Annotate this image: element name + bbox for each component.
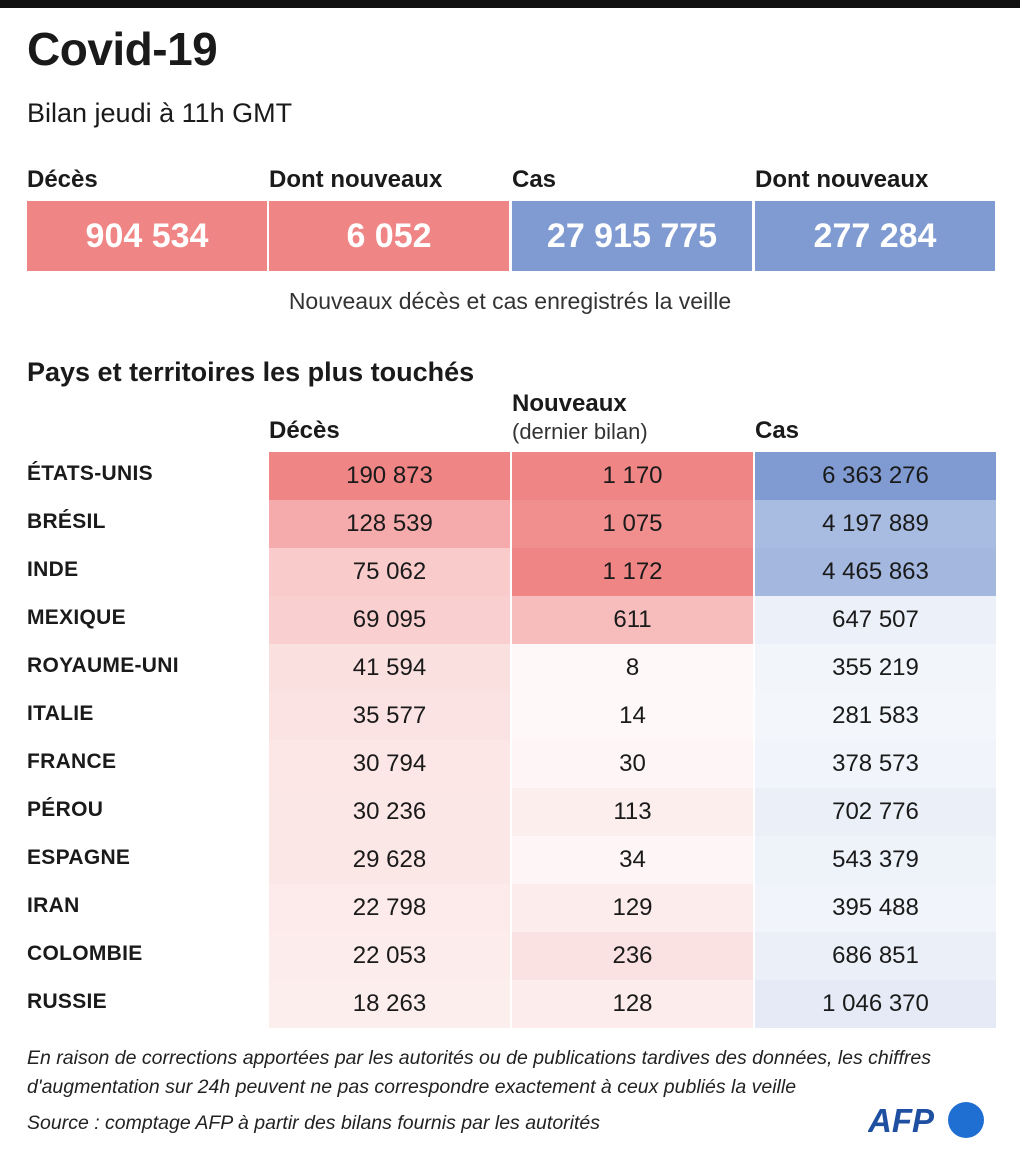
cell-cases: 1 046 370 [755, 980, 996, 1028]
cell-new: 236 [512, 932, 753, 980]
row-country: MEXIQUE [27, 606, 126, 629]
cell-new: 34 [512, 836, 753, 884]
afp-logo-text: AFP [868, 1102, 935, 1139]
cell-new: 1 075 [512, 500, 753, 548]
cell-new: 30 [512, 740, 753, 788]
cell-cases: 647 507 [755, 596, 996, 644]
cell-new: 1 172 [512, 548, 753, 596]
cell-deaths: 35 577 [269, 692, 510, 740]
row-country: BRÉSIL [27, 510, 106, 533]
row-country: COLOMBIE [27, 942, 143, 965]
top-rule [0, 0, 1020, 8]
row-country: PÉROU [27, 798, 104, 821]
cell-deaths: 128 539 [269, 500, 510, 548]
cell-cases: 355 219 [755, 644, 996, 692]
cell-cases: 702 776 [755, 788, 996, 836]
col-header-new-sub: (dernier bilan) [512, 419, 648, 444]
section-title: Pays et territoires les plus touchés [27, 357, 475, 387]
cell-cases: 378 573 [755, 740, 996, 788]
cell-deaths: 69 095 [269, 596, 510, 644]
total-deaths-label: Décès [27, 166, 98, 193]
row-country: ESPAGNE [27, 846, 131, 869]
cell-cases: 395 488 [755, 884, 996, 932]
cell-new: 8 [512, 644, 753, 692]
total-new-deaths-label: Dont nouveaux [269, 166, 443, 193]
cell-new: 128 [512, 980, 753, 1028]
cell-deaths: 22 053 [269, 932, 510, 980]
row-country: IRAN [27, 894, 80, 917]
cell-deaths: 75 062 [269, 548, 510, 596]
chart-title: Covid-19 [27, 23, 218, 75]
row-country: ÉTATS-UNIS [27, 462, 153, 485]
footnote: En raison de corrections apportées par l… [27, 1047, 932, 1098]
cell-deaths: 22 798 [269, 884, 510, 932]
total-cases-value: 27 915 775 [512, 201, 752, 271]
total-new-cases-label: Dont nouveaux [755, 166, 929, 193]
cell-deaths: 30 794 [269, 740, 510, 788]
col-header-new: Nouveaux [512, 390, 627, 417]
cell-new: 129 [512, 884, 753, 932]
row-country: INDE [27, 558, 79, 581]
cell-deaths: 41 594 [269, 644, 510, 692]
cell-cases: 6 363 276 [755, 452, 996, 500]
afp-logo: AFP [868, 1102, 984, 1139]
cell-new: 1 170 [512, 452, 753, 500]
cell-deaths: 190 873 [269, 452, 510, 500]
totals-note: Nouveaux décès et cas enregistrés la vei… [288, 288, 732, 314]
cell-deaths: 18 263 [269, 980, 510, 1028]
row-country: RUSSIE [27, 990, 107, 1013]
cell-new: 611 [512, 596, 753, 644]
chart-subtitle: Bilan jeudi à 11h GMT [27, 98, 293, 128]
afp-logo-circle [948, 1102, 984, 1138]
row-country: ITALIE [27, 702, 94, 725]
cell-cases: 4 197 889 [755, 500, 996, 548]
cell-cases: 543 379 [755, 836, 996, 884]
row-country: FRANCE [27, 750, 117, 773]
source-note: Source : comptage AFP à partir des bilan… [27, 1112, 601, 1134]
cell-deaths: 29 628 [269, 836, 510, 884]
cell-new: 14 [512, 692, 753, 740]
total-deaths-value: 904 534 [27, 201, 267, 271]
cell-cases: 686 851 [755, 932, 996, 980]
cell-deaths: 30 236 [269, 788, 510, 836]
cell-new: 113 [512, 788, 753, 836]
total-new-cases-value: 277 284 [755, 201, 995, 271]
row-country: ROYAUME-UNI [27, 654, 179, 677]
cell-cases: 281 583 [755, 692, 996, 740]
total-cases-label: Cas [512, 166, 557, 193]
col-header-cases: Cas [755, 417, 800, 444]
col-header-deaths: Décès [269, 417, 340, 444]
total-new-deaths-value: 6 052 [269, 201, 509, 271]
cell-cases: 4 465 863 [755, 548, 996, 596]
